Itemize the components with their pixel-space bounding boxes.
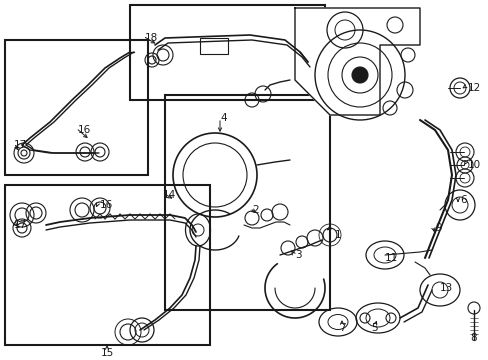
Text: 18: 18 <box>145 33 158 43</box>
Text: 5: 5 <box>371 323 378 333</box>
Text: 3: 3 <box>294 250 301 260</box>
Polygon shape <box>294 8 419 115</box>
Text: 11: 11 <box>384 253 397 263</box>
Text: 17: 17 <box>14 220 27 230</box>
Text: 12: 12 <box>467 83 480 93</box>
Text: 6: 6 <box>459 195 466 205</box>
Circle shape <box>351 67 367 83</box>
Text: 14: 14 <box>163 190 176 200</box>
Bar <box>5 40 148 175</box>
Text: 7: 7 <box>338 323 345 333</box>
Text: 9: 9 <box>434 223 441 233</box>
Text: 1: 1 <box>334 230 341 240</box>
Bar <box>164 95 329 310</box>
Text: 16: 16 <box>100 200 113 210</box>
Text: 17: 17 <box>14 140 27 150</box>
Text: 2: 2 <box>251 205 258 215</box>
Text: 10: 10 <box>467 160 480 170</box>
Text: 4: 4 <box>220 113 226 123</box>
Text: 13: 13 <box>439 283 452 293</box>
Text: 15: 15 <box>100 348 113 358</box>
Bar <box>130 5 325 100</box>
Text: 8: 8 <box>470 333 476 343</box>
Bar <box>200 38 227 54</box>
Bar <box>5 185 209 345</box>
Text: 16: 16 <box>78 125 91 135</box>
